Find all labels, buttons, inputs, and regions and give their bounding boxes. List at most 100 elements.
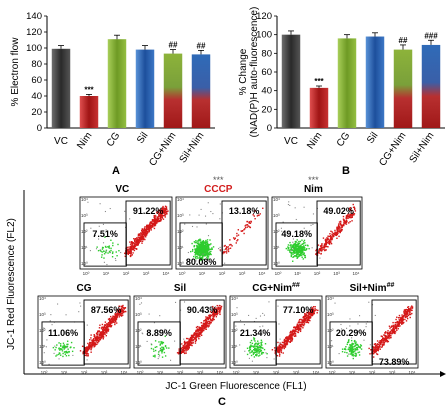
dot-plot-0-ytick-3: 10³ (81, 213, 88, 218)
dot-plot-4-xtick-3: 10³ (197, 370, 204, 375)
dot-plot-3-green-population (52, 340, 75, 358)
dot-plot-2-title: Nim (304, 184, 323, 195)
panel-a-ytick-label-1: 20 (31, 107, 42, 118)
dot-plot-3-red-percent: 87.56% (91, 305, 122, 315)
dot-plot-4-ytick-1: 10¹ (135, 344, 142, 349)
dot-plot-0-xtick-2: 10² (123, 271, 130, 276)
dot-plot-6-xtick-4: 10⁴ (409, 370, 416, 375)
panel-a-bar-0 (51, 48, 71, 128)
panel-a-ytick-label-7: 140 (26, 11, 42, 22)
panel-a-bar-3 (135, 49, 155, 128)
dot-plot-0-debris (87, 201, 131, 266)
dot-plot-5-red-percent: 77.10% (283, 305, 314, 315)
panel-b-bar-1 (309, 87, 329, 128)
dot-plot-4-red-percent: 90.43% (187, 305, 218, 315)
dot-plot-0-ytick-2: 10² (81, 229, 88, 234)
dot-plot-2-red-percent: 49.02% (323, 206, 354, 216)
dot-plot-6: 10⁰ 10⁰ 10¹ 10¹ 10² 10² 10³ 10³ 10⁴ 10⁴ 73.89% 20.2… (325, 282, 419, 375)
dot-plot-3-title: CG (77, 283, 92, 294)
panel-label-a: A (112, 165, 120, 177)
panel-a-bar-1 (79, 96, 99, 128)
dot-plot-5-xtick-3: 10³ (293, 370, 300, 375)
panel-label-c: C (218, 396, 226, 408)
dot-plot-2-xtick-1: 10¹ (294, 271, 301, 276)
dot-plot-2-xtick-4: 10⁴ (353, 271, 360, 276)
dot-plot-5-green-percent: 21.34% (240, 328, 271, 338)
panel-b-category-4: CG+Nim (377, 130, 408, 168)
dot-plot-4-ytick-2: 10² (135, 328, 142, 333)
dot-plot-2: 10⁰ 10⁰ 10¹ 10¹ 10² 10² 10³ 10³ 10⁴ 10⁴ 49.02% 49.1… (271, 175, 363, 276)
dot-plot-1-title: CCCP (204, 184, 233, 195)
dot-plot-0-xtick-1: 10¹ (103, 271, 110, 276)
dot-plot-4-xtick-1: 10¹ (157, 370, 164, 375)
panel-b-ytick-label-1: 20 (261, 104, 272, 115)
dot-plot-1-ytick-1: 10¹ (177, 245, 184, 250)
dot-plot-1-red-population (219, 207, 264, 255)
dot-plot-6-xtick-2: 10² (369, 370, 376, 375)
dot-plot-1-xtick-1: 10¹ (199, 271, 206, 276)
dot-plot-5-xtick-2: 10² (273, 370, 280, 375)
dot-plot-0-title: VC (115, 184, 129, 195)
panel-a-ytick-label-5: 100 (26, 43, 42, 54)
dot-plot-5-ytick-3: 10³ (231, 312, 238, 317)
dot-plot-1-xtick-3: 10³ (239, 271, 246, 276)
dot-plot-5-ytick-1: 10¹ (231, 344, 238, 349)
dot-plot-3-xtick-0: 10⁰ (41, 370, 48, 375)
dot-plot-3-green-gate (41, 321, 85, 366)
dot-plot-1-ytick-4: 10⁴ (177, 197, 184, 202)
dot-plot-6-red-population (368, 305, 414, 358)
panel-a-category-0: VC (54, 136, 68, 147)
dot-plot-0: 10⁰ 10⁰ 10¹ 10¹ 10² 10² 10³ 10³ 10⁴ 10⁴ 91.22% 7.51… (79, 184, 173, 276)
dot-plot-4-green-percent: 8.89% (146, 328, 172, 338)
panel-a-category-3: Sil (135, 130, 150, 145)
dot-plot-3-xtick-1: 10¹ (61, 370, 68, 375)
dot-plot-5-ytick-2: 10² (231, 328, 238, 333)
dot-plot-1-debris (180, 202, 226, 264)
panel-a-ylabel-0: % Electron flow (10, 37, 21, 107)
dot-plot-2-green-gate (275, 222, 318, 267)
panel-b-category-5: Sil+Nim (408, 130, 437, 165)
panel-a-ytick-label-3: 60 (31, 75, 42, 86)
dot-plot-2-ytick-1: 10¹ (273, 245, 280, 250)
dot-plot-6-red-percent: 73.89% (379, 357, 410, 367)
dot-plot-5-xtick-1: 10¹ (253, 370, 260, 375)
dot-plot-2-ytick-0: 10⁰ (273, 261, 280, 266)
dot-plot-2-stars: *** (308, 175, 319, 185)
dot-plot-0-xtick-3: 10³ (143, 271, 150, 276)
dot-plot-3-xtick-4: 10⁴ (121, 370, 128, 375)
panel-a-category-5: Sil+Nim (178, 130, 207, 165)
dot-plot-5-red-population (271, 306, 319, 357)
dot-plot-1-red-percent: 13.18% (229, 206, 260, 216)
panel-a-annotation-4: ## (169, 41, 178, 50)
dot-plot-5-debris (235, 301, 281, 362)
panel-b-ytick-label-5: 100 (256, 30, 272, 41)
panel-b-ytick-label-3: 60 (261, 67, 272, 78)
dot-plot-1-ytick-3: 10³ (177, 213, 184, 218)
dot-plot-1-stars: *** (213, 175, 224, 185)
dot-plot-2-ytick-3: 10³ (273, 213, 280, 218)
dot-plot-4-xtick-0: 10⁰ (137, 370, 144, 375)
panel-c-x-arrow (440, 371, 446, 377)
panel-b-annotation-4: ## (399, 36, 408, 45)
panel-b-ylabel-0: % Change (238, 48, 249, 95)
panel-b-ytick-label-0: 0 (267, 123, 272, 134)
dot-plot-0-red-percent: 91.22% (133, 206, 164, 216)
dot-plot-6-green-percent: 20.29% (336, 328, 367, 338)
dot-plot-4-green-gate (137, 321, 181, 366)
panel-a-category-1: Nim (75, 130, 94, 151)
dot-plot-5: 10⁰ 10⁰ 10¹ 10¹ 10² 10² 10³ 10³ 10⁴ 10⁴ 77.10% 21.3… (229, 282, 323, 375)
dot-plot-1-green-percent: 80.08% (186, 257, 217, 267)
dot-plot-6-ytick-0: 10⁰ (327, 360, 334, 365)
dot-plot-3: 10⁰ 10⁰ 10¹ 10¹ 10² 10² 10³ 10³ 10⁴ 10⁴ 87.56% 11.0… (37, 283, 131, 375)
dot-plot-5-green-gate (233, 321, 277, 366)
panel-label-b: B (342, 165, 350, 177)
panel-b-ytick-label-6: 120 (256, 11, 272, 22)
dot-plot-0-ytick-1: 10¹ (81, 245, 88, 250)
dot-plot-5-green-population (246, 337, 268, 358)
dot-plot-0-red-population (124, 205, 169, 258)
panel-b-ytick-label-2: 40 (261, 86, 272, 97)
panel-b-category-2: CG (335, 130, 353, 149)
dot-plot-6-green-population (341, 339, 363, 360)
dot-plot-3-ytick-4: 10⁴ (39, 296, 46, 301)
